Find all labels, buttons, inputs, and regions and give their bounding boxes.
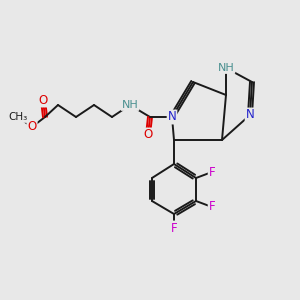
Text: O: O [143,128,153,142]
Text: F: F [209,166,215,178]
Text: NH: NH [122,100,138,110]
Text: N: N [168,110,176,124]
Text: NH: NH [218,63,234,73]
Text: O: O [38,94,48,106]
Text: CH₃: CH₃ [8,112,28,122]
Text: F: F [171,221,177,235]
Text: O: O [27,121,37,134]
Text: F: F [209,200,215,214]
Text: N: N [246,109,254,122]
